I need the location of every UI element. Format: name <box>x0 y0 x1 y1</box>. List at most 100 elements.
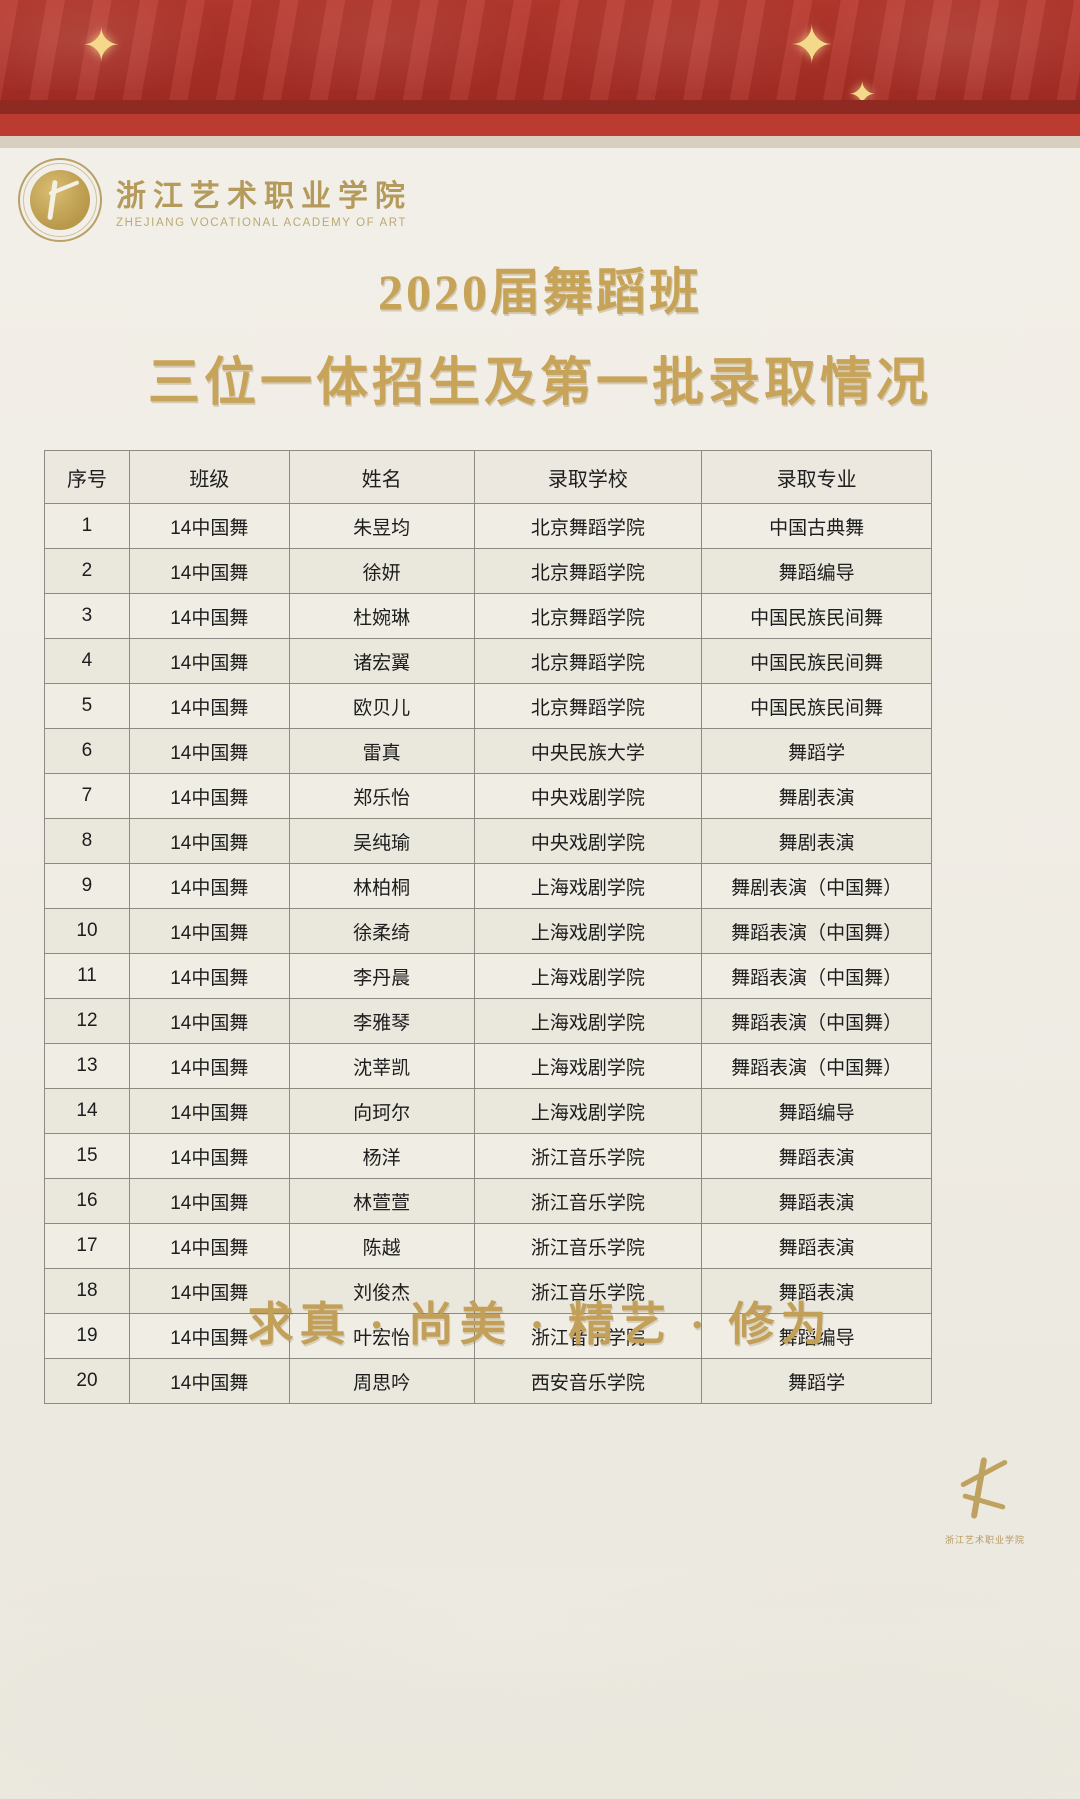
cell-major: 舞剧表演 <box>701 818 932 864</box>
cell-school: 北京舞蹈学院 <box>473 548 703 594</box>
cell-major: 舞蹈编导 <box>701 1088 932 1134</box>
cell-school: 浙江音乐学院 <box>473 1268 703 1314</box>
cell-name: 诸宏翼 <box>288 638 475 684</box>
col-header-class: 班级 <box>128 450 290 504</box>
cell-major: 舞蹈表演 <box>701 1223 932 1269</box>
cell-index: 6 <box>44 728 130 774</box>
cell-school: 中央戏剧学院 <box>473 818 703 864</box>
table-row: 12 14中国舞 李雅琴 上海戏剧学院 舞蹈表演（中国舞） <box>44 998 932 1044</box>
cell-school: 中央民族大学 <box>473 728 703 774</box>
cell-school: 中央戏剧学院 <box>473 773 703 819</box>
cell-index: 18 <box>44 1268 130 1314</box>
col-header-name: 姓名 <box>288 450 475 504</box>
banner-drape-arcs <box>0 0 1080 90</box>
cell-index: 15 <box>44 1133 130 1179</box>
footer-mark-caption: 浙江艺术职业学院 <box>944 1535 1025 1545</box>
cell-class: 14中国舞 <box>128 683 290 729</box>
table-row: 19 14中国舞 叶宏怡 浙江音乐学院 舞蹈编导 <box>44 1313 932 1359</box>
cell-name: 欧贝儿 <box>288 683 475 729</box>
cell-class: 14中国舞 <box>128 1268 290 1314</box>
col-header-school: 录取学校 <box>473 450 703 504</box>
table-row: 14 14中国舞 向珂尔 上海戏剧学院 舞蹈编导 <box>44 1088 932 1134</box>
academy-slogan: 求真 · 尚美 · 精艺 · 修为 <box>247 1299 833 1350</box>
col-header-index: 序号 <box>44 450 130 504</box>
cell-major: 舞剧表演 <box>701 773 932 819</box>
cell-name: 徐妍 <box>288 548 475 594</box>
cell-class: 14中国舞 <box>128 863 290 909</box>
cell-school: 上海戏剧学院 <box>473 998 703 1044</box>
cell-class: 14中国舞 <box>128 1178 290 1224</box>
cell-name: 朱昱均 <box>288 503 475 549</box>
cell-major: 中国民族民间舞 <box>701 683 932 729</box>
table-row: 7 14中国舞 郑乐怡 中央戏剧学院 舞剧表演 <box>44 773 932 819</box>
academy-name-en: ZHEJIANG VOCATIONAL ACADEMY OF ART <box>116 217 408 229</box>
cell-major: 舞蹈表演（中国舞） <box>701 1043 932 1089</box>
table-row: 15 14中国舞 杨洋 浙江音乐学院 舞蹈表演 <box>44 1133 932 1179</box>
cell-name: 陈越 <box>288 1223 475 1269</box>
academy-name-cn: 浙江艺术职业学院 <box>116 180 412 213</box>
admissions-table-body: 1 14中国舞 朱昱均 北京舞蹈学院 中国古典舞 2 14中国舞 徐妍 北京舞蹈学院 舞蹈编导 3 1… <box>44 503 932 1404</box>
cell-index: 17 <box>44 1223 130 1269</box>
cell-school: 上海戏剧学院 <box>473 908 703 954</box>
cell-name: 叶宏怡 <box>288 1313 475 1359</box>
cell-major: 舞蹈编导 <box>701 548 932 594</box>
cell-major: 中国民族民间舞 <box>701 593 932 639</box>
mark-stroke-3 <box>962 1493 1006 1510</box>
cell-major: 舞蹈表演（中国舞） <box>701 998 932 1044</box>
table-row: 3 14中国舞 杜婉琳 北京舞蹈学院 中国民族民间舞 <box>44 593 932 639</box>
table-row: 13 14中国舞 沈莘凯 上海戏剧学院 舞蹈表演（中国舞） <box>44 1043 932 1089</box>
cell-class: 14中国舞 <box>128 818 290 864</box>
cell-class: 14中国舞 <box>128 638 290 684</box>
academy-seal-icon <box>18 158 102 242</box>
sparkle-star-icon: ✦ <box>82 19 121 71</box>
cell-name: 周思吟 <box>288 1358 475 1404</box>
cell-index: 12 <box>44 998 130 1044</box>
cell-school: 上海戏剧学院 <box>473 863 703 909</box>
cell-school: 浙江音乐学院 <box>473 1133 703 1179</box>
cell-class: 14中国舞 <box>128 728 290 774</box>
cell-major: 舞蹈表演（中国舞） <box>701 953 932 999</box>
cell-index: 7 <box>44 773 130 819</box>
cell-school: 浙江音乐学院 <box>473 1223 703 1269</box>
seal-disc <box>30 170 90 230</box>
table-row: 1 14中国舞 朱昱均 北京舞蹈学院 中国古典舞 <box>44 503 932 549</box>
cell-name: 李雅琴 <box>288 998 475 1044</box>
table-row: 9 14中国舞 林柏桐 上海戏剧学院 舞剧表演（中国舞） <box>44 863 932 909</box>
mark-stroke-1 <box>970 1456 988 1520</box>
cell-class: 14中国舞 <box>128 548 290 594</box>
cell-class: 14中国舞 <box>128 953 290 999</box>
cell-index: 9 <box>44 863 130 909</box>
cell-school: 浙江音乐学院 <box>473 1178 703 1224</box>
academy-mark-icon <box>950 1453 1020 1527</box>
cell-class: 14中国舞 <box>128 773 290 819</box>
cell-index: 14 <box>44 1088 130 1134</box>
cell-index: 10 <box>44 908 130 954</box>
cell-major: 中国古典舞 <box>701 503 932 549</box>
table-row: 8 14中国舞 吴纯瑜 中央戏剧学院 舞剧表演 <box>44 818 932 864</box>
cell-index: 8 <box>44 818 130 864</box>
cell-index: 1 <box>44 503 130 549</box>
cell-major: 舞蹈表演 <box>701 1268 932 1314</box>
table-row: 20 14中国舞 周思吟 西安音乐学院 舞蹈学 <box>44 1358 932 1404</box>
cell-name: 郑乐怡 <box>288 773 475 819</box>
academy-name-block: 浙江艺术职业学院 ZHEJIANG VOCATIONAL ACADEMY OF … <box>116 171 412 229</box>
cell-school: 上海戏剧学院 <box>473 1088 703 1134</box>
cell-name: 林萱萱 <box>288 1178 475 1224</box>
col-header-major: 录取专业 <box>701 450 932 504</box>
table-row: 5 14中国舞 欧贝儿 北京舞蹈学院 中国民族民间舞 <box>44 683 932 729</box>
cell-index: 3 <box>44 593 130 639</box>
cell-class: 14中国舞 <box>128 1313 290 1359</box>
cell-school: 西安音乐学院 <box>473 1358 703 1404</box>
banner-stripe-mid <box>0 114 1080 136</box>
sparkle-star-icon: ✦ <box>790 17 834 75</box>
cell-name: 雷真 <box>288 728 475 774</box>
cell-major: 舞蹈学 <box>701 728 932 774</box>
cell-class: 14中国舞 <box>128 1088 290 1134</box>
footer-academy-mark: 浙江艺术职业学院 <box>942 1453 1028 1563</box>
table-row: 11 14中国舞 李丹晨 上海戏剧学院 舞蹈表演（中国舞） <box>44 953 932 999</box>
cell-name: 林柏桐 <box>288 863 475 909</box>
cell-school: 北京舞蹈学院 <box>473 683 703 729</box>
mist-overlay <box>0 1419 1080 1799</box>
cell-name: 徐柔绮 <box>288 908 475 954</box>
cell-major: 舞蹈表演（中国舞） <box>701 908 932 954</box>
